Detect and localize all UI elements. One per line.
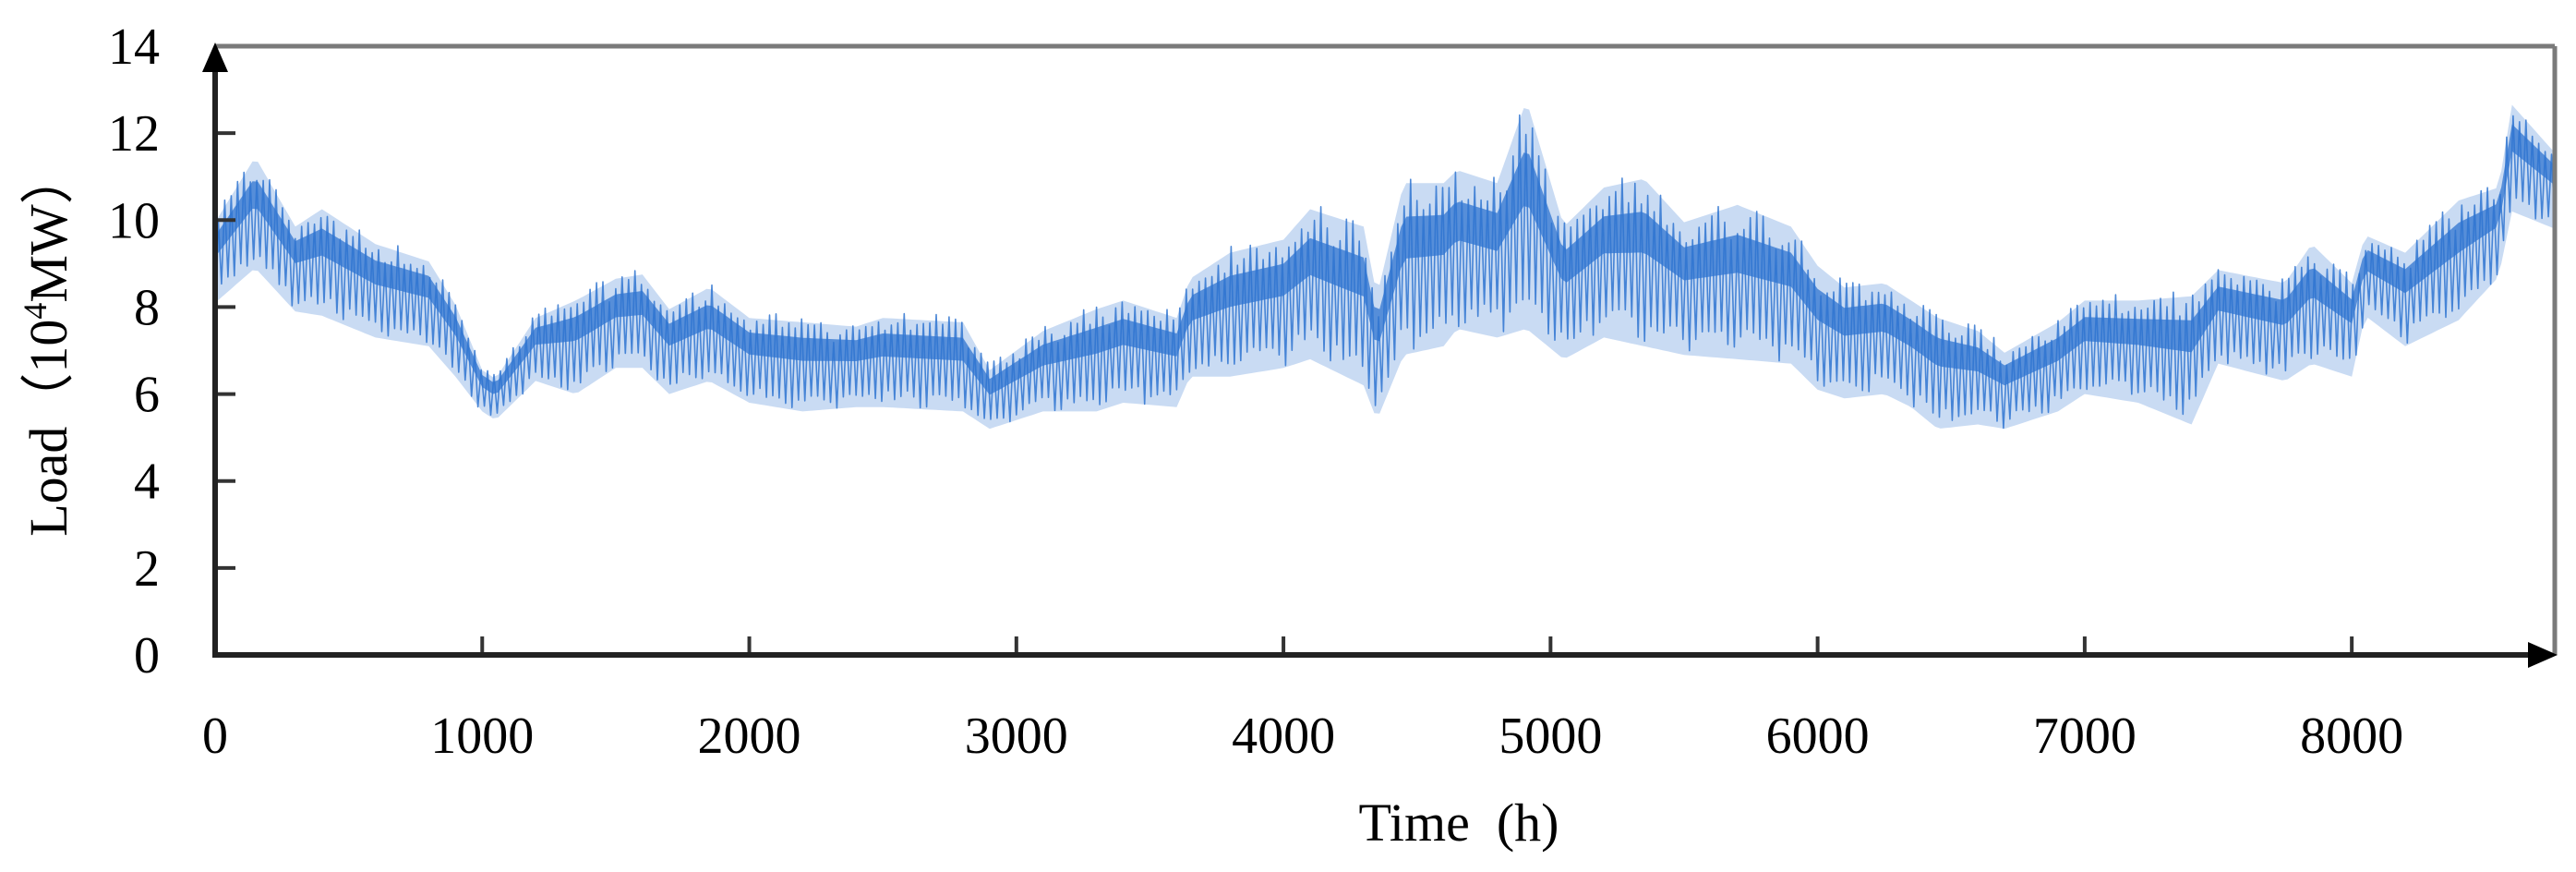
x-tick-labels: 0 1000 2000 3000 4000 5000 6000 7000 8000 bbox=[202, 708, 2403, 765]
y-tick-label: 2 bbox=[134, 540, 160, 598]
x-tick-label: 4000 bbox=[1232, 708, 1335, 765]
load-line bbox=[214, 114, 2556, 430]
x-axis-arrow-icon bbox=[2528, 642, 2558, 668]
x-axis-ticks bbox=[480, 636, 2354, 655]
y-axis-arrow-icon bbox=[202, 42, 228, 72]
y-tick-label: 4 bbox=[134, 454, 160, 511]
x-tick-label: 1000 bbox=[430, 708, 534, 765]
load-envelope-area bbox=[215, 104, 2555, 430]
y-tick-label: 6 bbox=[134, 367, 160, 424]
y-axis-title: Load（104MW） bbox=[17, 151, 78, 537]
svg-text:Load（104MW）: Load（104MW） bbox=[17, 151, 78, 537]
x-tick-label: 6000 bbox=[1766, 708, 1870, 765]
y-axis-ticks bbox=[215, 131, 235, 570]
y-tick-label: 0 bbox=[134, 627, 160, 684]
y-tick-label: 12 bbox=[108, 105, 160, 163]
y-tick-label: 8 bbox=[134, 279, 160, 336]
y-axis-title-prefix: Load（ bbox=[18, 373, 78, 537]
x-tick-label: 5000 bbox=[1499, 708, 1602, 765]
y-tick-label: 10 bbox=[108, 192, 160, 249]
x-tick-label: 8000 bbox=[2300, 708, 2403, 765]
x-axis-title: Time (h) bbox=[1359, 793, 1559, 853]
x-tick-label: 2000 bbox=[698, 708, 801, 765]
y-axis-title-exponent: 4 bbox=[17, 303, 54, 320]
y-axis-title-unit: MW bbox=[18, 204, 78, 303]
x-tick-label: 3000 bbox=[965, 708, 1068, 765]
y-axis-title-base: 10 bbox=[18, 320, 78, 373]
x-tick-label: 7000 bbox=[2033, 708, 2137, 765]
y-axis-title-suffix: ） bbox=[18, 151, 78, 204]
load-series bbox=[214, 104, 2556, 430]
y-tick-labels: 0 2 4 6 8 10 12 14 bbox=[108, 18, 160, 684]
y-tick-label: 14 bbox=[108, 18, 160, 76]
x-tick-label: 0 bbox=[202, 708, 228, 765]
